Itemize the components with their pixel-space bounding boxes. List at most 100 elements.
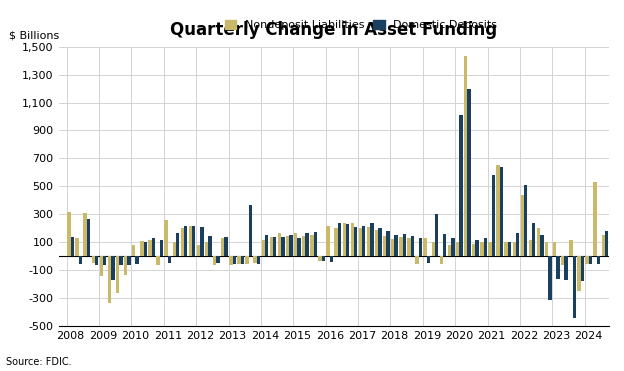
Bar [172,242,176,256]
Bar [459,115,462,256]
Bar [326,226,329,256]
Bar [294,233,297,256]
Bar [103,256,107,265]
Bar [427,256,431,263]
Bar [329,256,333,262]
Bar [351,223,354,256]
Bar [168,256,171,263]
Bar [71,237,74,256]
Bar [484,238,487,256]
Bar [286,236,290,256]
Bar [111,256,115,280]
Bar [472,244,475,256]
Bar [467,89,470,256]
Bar [585,256,589,264]
Bar [318,256,321,260]
Bar [197,245,200,256]
Bar [440,256,443,264]
Bar [391,239,394,256]
Bar [394,235,398,256]
Bar [602,235,605,256]
Bar [180,229,184,256]
Bar [524,185,527,256]
Bar [399,237,402,256]
Text: Source: FDIC.: Source: FDIC. [6,357,72,367]
Bar [508,242,511,256]
Bar [321,256,325,260]
Bar [565,256,568,280]
Bar [573,256,576,318]
Bar [176,233,179,256]
Bar [302,236,305,256]
Bar [464,56,467,256]
Bar [475,240,479,256]
Bar [213,256,217,265]
Bar [500,167,503,256]
Bar [553,242,557,256]
Bar [184,226,187,256]
Bar [370,223,374,256]
Bar [343,223,346,256]
Bar [84,213,87,256]
Bar [532,223,535,256]
Bar [233,256,236,264]
Bar [164,220,168,256]
Bar [152,238,155,256]
Bar [297,238,301,256]
Bar [516,233,519,256]
Bar [424,238,427,256]
Bar [346,224,349,256]
Bar [305,233,309,256]
Bar [411,236,414,256]
Bar [456,242,459,256]
Bar [504,242,508,256]
Bar [537,229,540,256]
Bar [253,256,257,263]
Bar [407,238,411,256]
Bar [548,256,552,300]
Bar [383,236,386,256]
Bar [419,238,422,256]
Bar [79,256,82,264]
Bar [127,256,131,265]
Bar [480,242,484,256]
Bar [87,219,90,256]
Bar [435,214,438,256]
Bar [545,242,548,256]
Bar [362,226,366,256]
Bar [334,228,338,256]
Bar [157,256,160,265]
Bar [496,165,500,256]
Bar [557,256,560,279]
Bar [577,256,581,290]
Bar [241,256,244,264]
Bar [605,231,608,256]
Bar [192,226,195,256]
Bar [221,238,225,256]
Bar [520,195,524,256]
Bar [451,238,454,256]
Legend: Nondeposit Liabilities, Domestic Deposits: Nondeposit Liabilities, Domestic Deposit… [221,16,502,35]
Bar [416,256,419,264]
Bar [225,237,228,256]
Bar [359,229,362,256]
Bar [529,240,532,256]
Bar [237,256,241,264]
Bar [448,245,451,256]
Bar [124,256,127,275]
Bar [512,242,516,256]
Bar [378,229,382,256]
Bar [367,227,370,256]
Text: $ Billions: $ Billions [9,31,59,41]
Bar [257,256,260,264]
Bar [310,235,313,256]
Bar [597,256,600,264]
Bar [95,256,99,265]
Bar [443,234,446,256]
Bar [338,223,341,256]
Bar [140,241,144,256]
Bar [402,234,406,256]
Bar [261,240,265,256]
Bar [205,242,208,256]
Bar [278,233,281,256]
